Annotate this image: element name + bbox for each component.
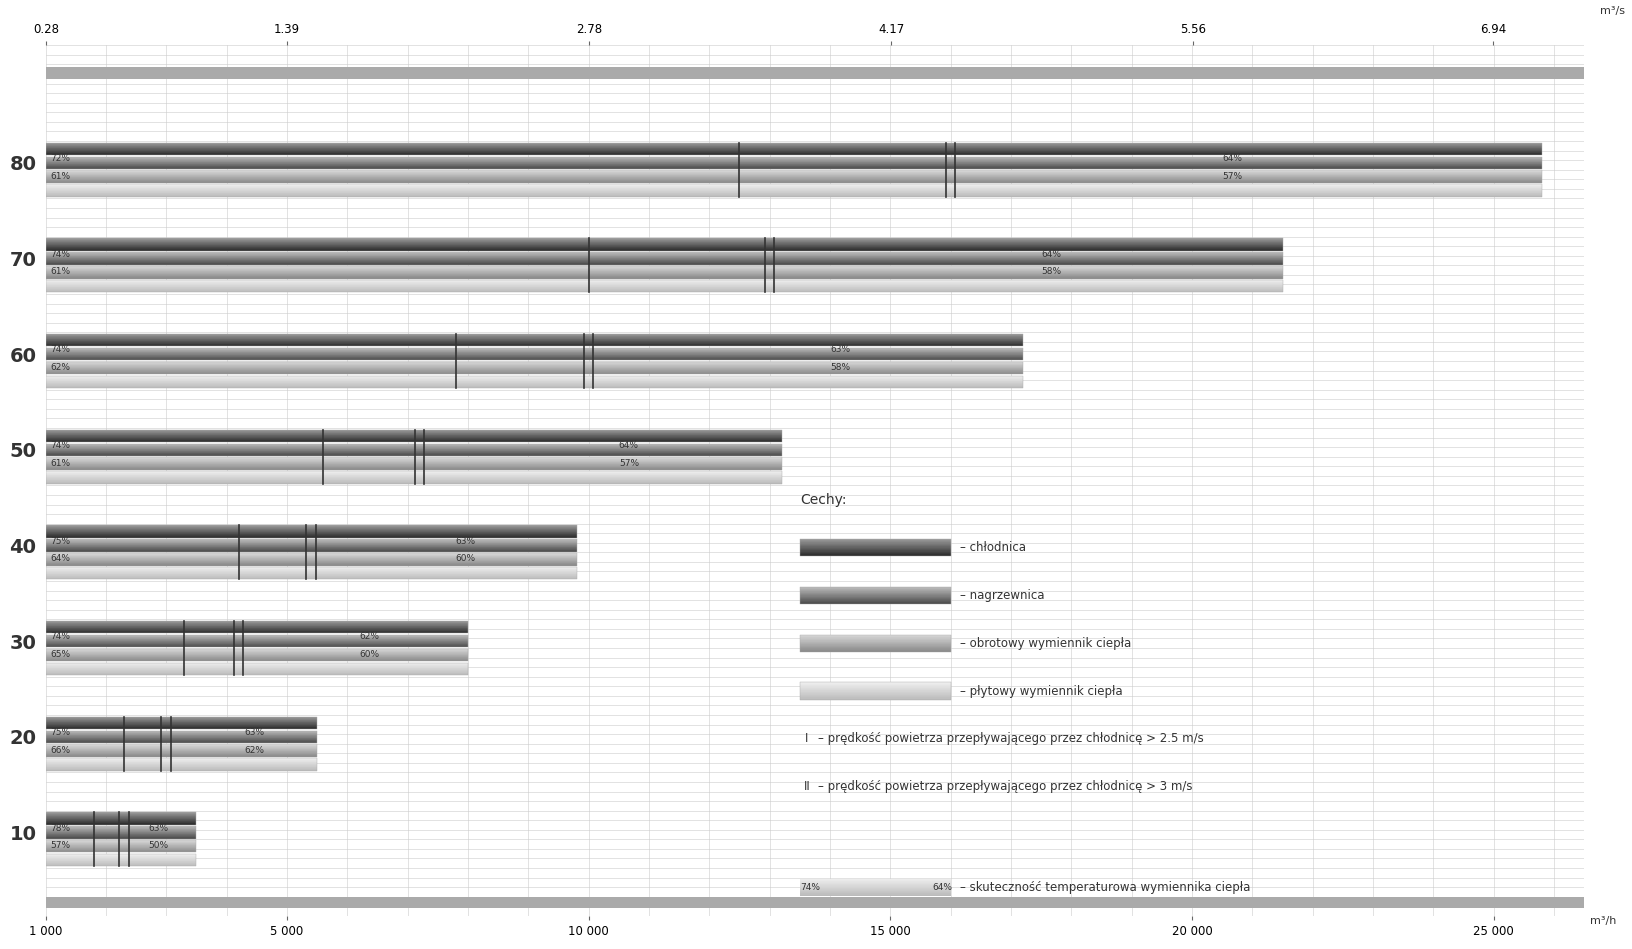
Text: 60%: 60% [359,650,379,659]
Bar [46,621,468,633]
Text: 65%: 65% [51,650,70,659]
Text: 75%: 75% [51,536,70,546]
Text: 61%: 61% [51,172,70,180]
Text: 62%: 62% [359,632,379,642]
Bar [46,334,1022,346]
Bar [46,184,1541,196]
Bar [46,526,576,538]
Text: 60: 60 [10,346,36,365]
Bar [46,348,1022,361]
Bar [46,744,317,756]
Bar [46,539,576,551]
Text: 63%: 63% [149,824,168,832]
Text: – płytowy wymiennik ciepła: – płytowy wymiennik ciepła [960,684,1121,698]
Bar [46,472,782,484]
Bar [46,430,782,442]
Text: 62%: 62% [245,746,264,754]
Text: – prędkość powietrza przepływającego przez chłodnicę > 2.5 m/s: – prędkość powietrza przepływającego prz… [818,733,1203,745]
Bar [46,142,1541,155]
Bar [46,443,782,456]
Bar [800,682,950,699]
Bar [46,362,1022,374]
Bar [46,280,1281,292]
Bar [46,238,1281,251]
Bar [46,266,1281,278]
Bar [46,854,196,866]
Bar [800,539,950,556]
Text: 64%: 64% [1041,250,1061,259]
Text: – chłodnica: – chłodnica [960,541,1025,554]
Text: 61%: 61% [51,458,70,468]
Bar [46,157,1541,169]
Text: II: II [803,780,809,793]
Bar [46,897,1583,908]
Bar [800,635,950,652]
Text: 63%: 63% [829,345,850,354]
Text: 74%: 74% [51,441,70,450]
Text: 40: 40 [10,538,36,557]
Text: 30: 30 [10,634,36,653]
Bar [46,376,1022,388]
Text: 62%: 62% [51,363,70,372]
Text: 63%: 63% [455,536,475,546]
Bar [46,567,576,580]
Text: 74%: 74% [51,345,70,354]
Text: – skuteczność temperaturowa wymiennika ciepła: – skuteczność temperaturowa wymiennika c… [960,881,1250,894]
Text: 50: 50 [10,442,36,461]
Text: 20: 20 [10,730,36,749]
Bar [46,171,1541,183]
Bar [46,716,317,729]
Text: 64%: 64% [619,441,638,450]
Text: m³/h: m³/h [1590,916,1616,925]
Text: 57%: 57% [1221,172,1242,180]
Text: 75%: 75% [51,728,70,737]
Bar [46,840,196,852]
Text: 74%: 74% [51,250,70,259]
Bar [46,649,468,661]
Text: 57%: 57% [51,841,70,850]
Text: 10: 10 [10,825,36,844]
Text: 80: 80 [10,156,36,175]
Text: 74%: 74% [51,632,70,642]
Text: 61%: 61% [51,268,70,276]
Text: 64%: 64% [1221,154,1242,163]
Text: 78%: 78% [51,824,70,832]
Bar [46,731,317,743]
Text: 50%: 50% [149,841,168,850]
Bar [46,812,196,825]
Text: 57%: 57% [619,458,638,468]
Text: 66%: 66% [51,746,70,754]
Text: 58%: 58% [829,363,850,372]
Text: 70: 70 [10,251,36,270]
Text: 64%: 64% [932,883,951,892]
Text: – nagrzewnica: – nagrzewnica [960,589,1043,602]
Bar [46,758,317,771]
Text: – obrotowy wymiennik ciepła: – obrotowy wymiennik ciepła [960,637,1131,650]
Bar [800,586,950,604]
Text: 72%: 72% [51,154,70,163]
Text: I: I [805,733,808,745]
Bar [46,662,468,675]
Text: 60%: 60% [455,554,475,564]
Text: m³/s: m³/s [1599,6,1624,15]
Bar [46,553,576,566]
Text: – prędkość powietrza przepływającego przez chłodnicę > 3 m/s: – prędkość powietrza przepływającego prz… [818,780,1191,793]
Text: 63%: 63% [245,728,264,737]
Text: 74%: 74% [800,883,819,892]
Bar [46,67,1583,79]
Bar [46,252,1281,265]
Text: 64%: 64% [51,554,70,564]
Text: 58%: 58% [1041,268,1061,276]
Bar [46,457,782,470]
Bar [46,635,468,647]
Text: Cechy:: Cechy: [800,493,845,507]
Bar [46,827,196,839]
